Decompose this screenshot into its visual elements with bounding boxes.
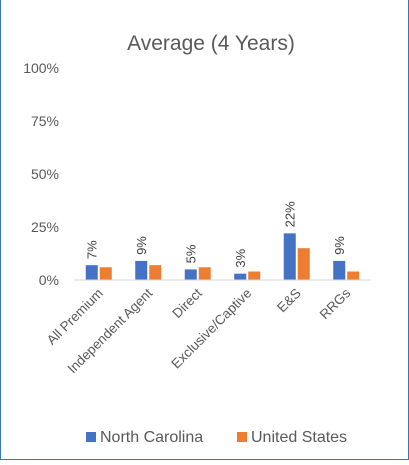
bar-united-states-exclusive-captive[interactable] xyxy=(248,271,261,280)
bar-north-carolina-all-premium[interactable] xyxy=(85,265,98,280)
bar-north-carolina-direct[interactable] xyxy=(184,269,197,280)
bar-united-states-all-premium[interactable] xyxy=(99,267,112,280)
bars xyxy=(85,233,360,280)
bar-north-carolina-rrgs[interactable] xyxy=(333,260,346,280)
bar-united-states-direct[interactable] xyxy=(198,267,211,280)
y-tick-label-0-percent: 0% xyxy=(39,272,59,288)
data-label-all-premium: 7% xyxy=(85,240,100,259)
legend-item-united-states[interactable]: United States xyxy=(237,429,347,446)
bar-north-carolina-eands[interactable] xyxy=(283,233,296,280)
legend-swatch-united-states xyxy=(237,432,247,442)
data-label-direct: 5% xyxy=(184,244,199,263)
y-tick-label-50-percent: 50% xyxy=(31,166,59,182)
y-tick-label-25-percent: 25% xyxy=(31,219,59,235)
x-tick-label-rrgs: RRGs xyxy=(317,285,354,322)
data-labels: 7% 9% 5% 3% 22% 9% xyxy=(85,201,348,268)
y-tick-label-75-percent: 75% xyxy=(31,113,59,129)
legend-label-united-states: United States xyxy=(251,429,347,446)
bar-united-states-rrgs[interactable] xyxy=(347,271,360,280)
legend-swatch-north-carolina xyxy=(86,432,96,442)
legend[interactable]: North Carolina United States xyxy=(86,429,347,446)
chart-title: Average (4 Years) xyxy=(127,32,295,55)
data-label-eands: 22% xyxy=(283,201,298,227)
x-tick-label-direct: Direct xyxy=(169,285,205,321)
y-axis-ticks: 0% 25% 50% 75% 100% xyxy=(23,60,59,288)
x-tick-label-eands: E&S xyxy=(274,286,304,316)
x-tick-label-independent-agent: Independent Agent xyxy=(65,285,156,376)
legend-item-north-carolina[interactable]: North Carolina xyxy=(86,429,203,446)
bar-united-states-eands[interactable] xyxy=(297,248,310,280)
y-tick-label-100-percent: 100% xyxy=(23,60,59,76)
bar-north-carolina-exclusive-captive[interactable] xyxy=(234,273,247,280)
bar-united-states-independent-agent[interactable] xyxy=(149,265,162,280)
data-label-exclusive-captive: 3% xyxy=(233,248,248,267)
data-label-independent-agent: 9% xyxy=(134,236,149,255)
bar-north-carolina-independent-agent[interactable] xyxy=(135,260,148,280)
legend-label-north-carolina: North Carolina xyxy=(100,429,203,446)
data-label-rrgs: 9% xyxy=(332,236,347,255)
